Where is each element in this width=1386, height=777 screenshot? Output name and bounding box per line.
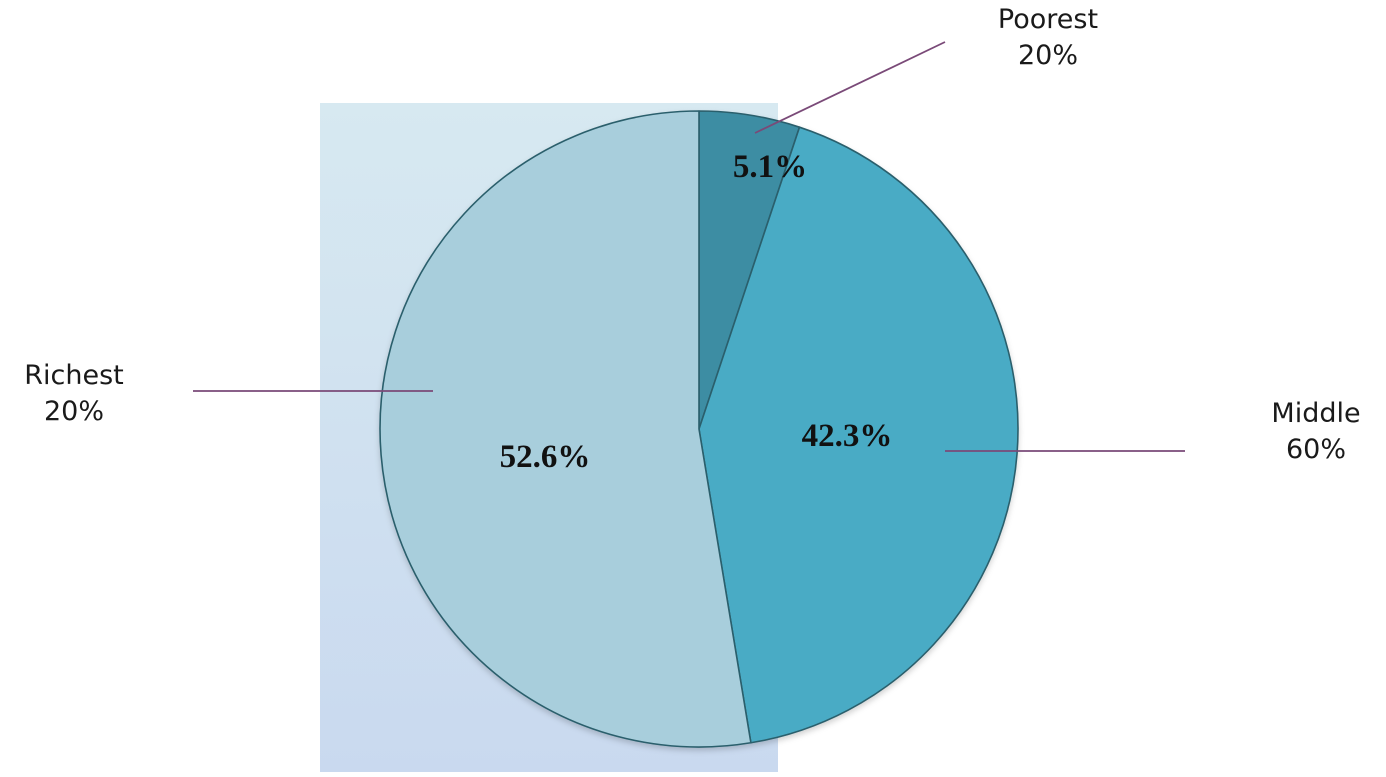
leader-line-poorest [754, 41, 946, 134]
outer-label-poorest-share: 20% [1017, 40, 1078, 71]
outer-label-richest-share: 20% [43, 396, 104, 427]
pie-slice-labels: 5.1% 42.3% 52.6% [500, 149, 893, 475]
outer-label-poorest-name: Poorest [997, 4, 1099, 35]
pie-slices [379, 110, 1019, 748]
outer-label-middle-share: 60% [1285, 434, 1346, 465]
outer-label-middle-name: Middle [1271, 398, 1361, 429]
leader-lines [193, 41, 1185, 452]
pie-slice-middle [698, 126, 1019, 744]
slice-value-label-middle: 42.3% [802, 418, 893, 454]
pie-slice-richest [379, 110, 752, 748]
outer-label-middle: Middle 60% [1246, 396, 1386, 468]
outer-label-poorest: Poorest 20% [978, 2, 1118, 74]
outer-label-richest: Richest 20% [0, 358, 148, 430]
slice-value-label-poorest: 5.1% [733, 149, 807, 185]
slice-value-label-richest: 52.6% [500, 439, 591, 475]
outer-label-richest-name: Richest [24, 360, 124, 391]
